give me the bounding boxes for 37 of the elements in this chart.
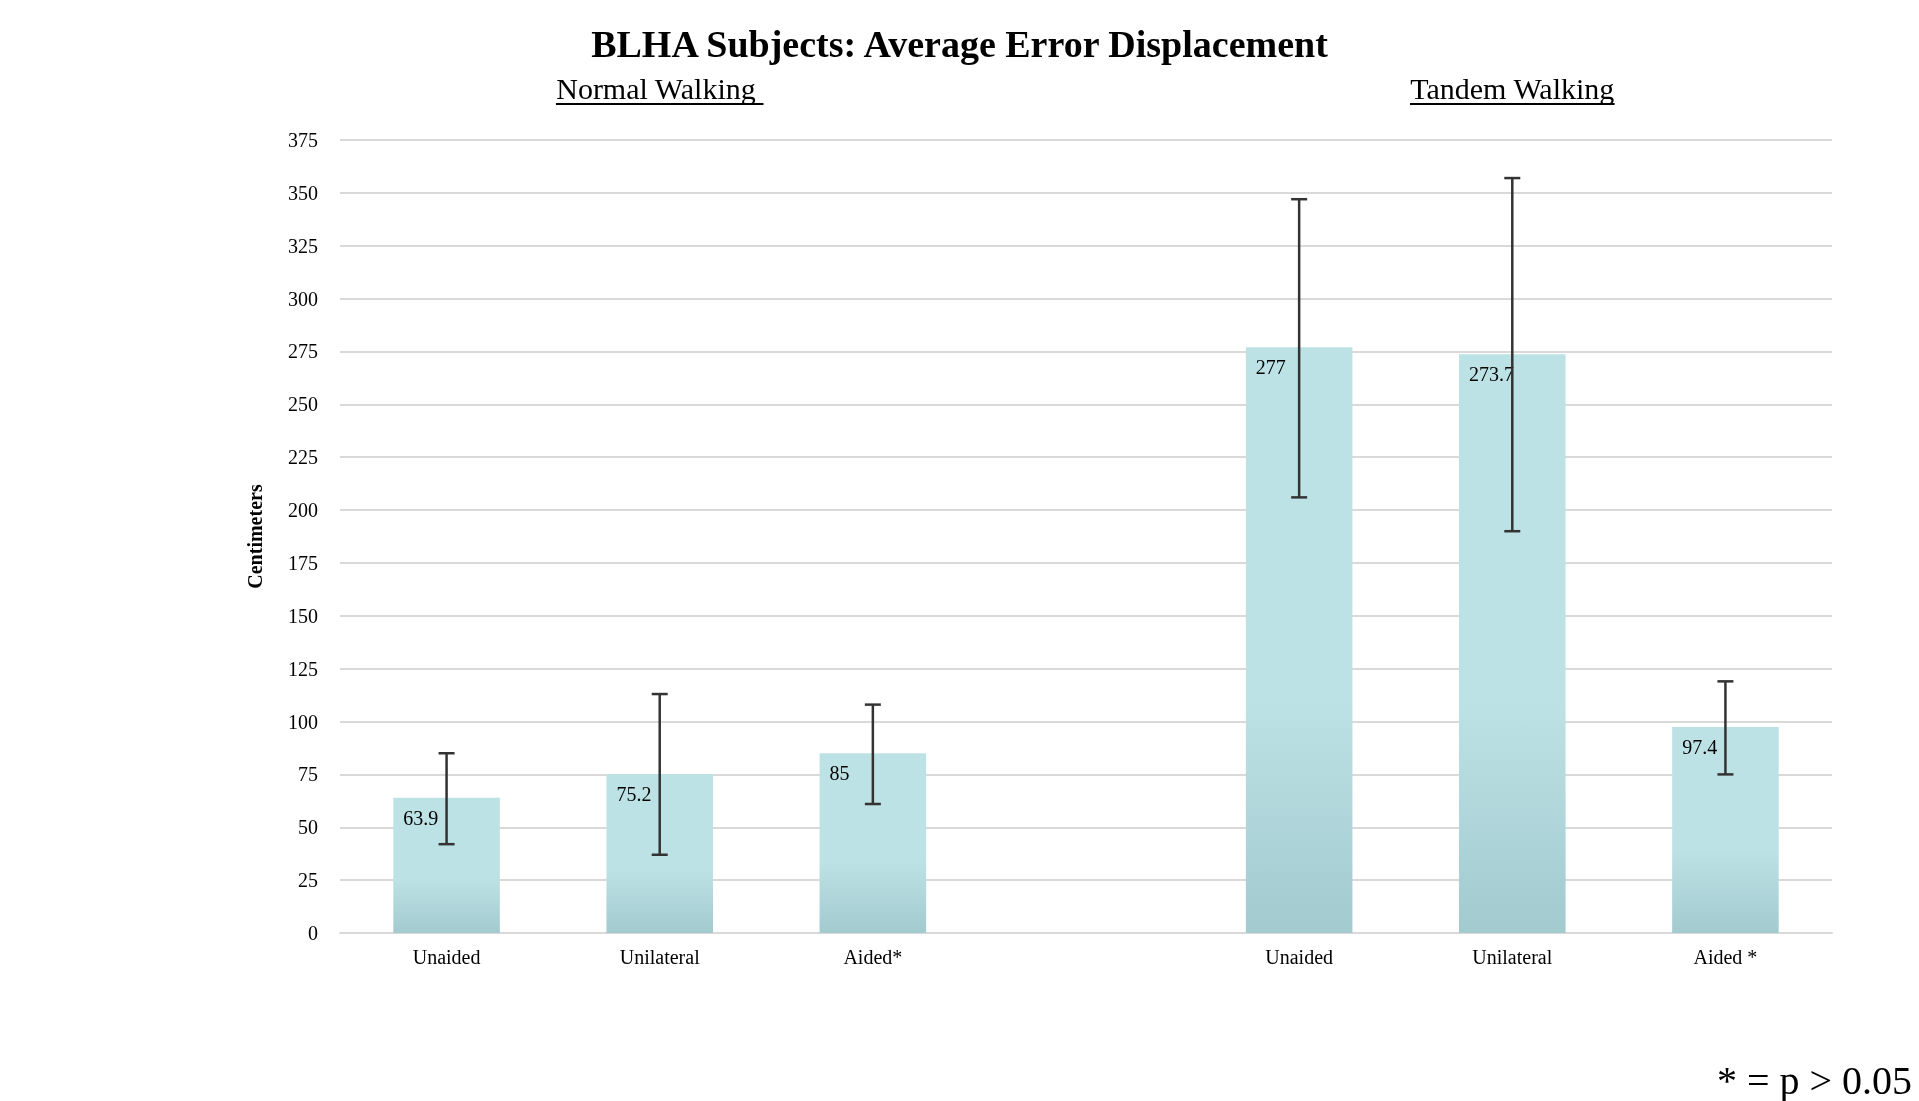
y-tick-label: 375 [288,129,318,151]
data-label: 97.4 [1682,736,1718,759]
x-tick-label: Unaided [1265,946,1334,968]
y-tick-label: 325 [288,234,318,257]
data-label: 277 [1255,356,1286,379]
text: Tandem Walking [1410,71,1615,105]
y-tick-label: 50 [298,816,318,839]
data-label: 75.2 [616,782,652,805]
y-tick-label: 225 [288,446,318,469]
bar [393,797,500,933]
y-tick-label: 150 [288,604,318,627]
y-tick-label: 100 [288,710,318,733]
text: Normal Walking [556,71,764,105]
y-tick-label: 250 [288,393,318,416]
data-label: 63.9 [403,806,439,829]
y-tick-label: 75 [298,763,318,786]
bar [819,753,927,933]
bar [1459,354,1566,933]
y-axis-title: Centimeters [244,484,266,589]
bar [606,773,713,933]
y-tick-label: 350 [288,181,318,204]
chart-title: BLHA Subjects: Average Error Displacement [591,23,1329,65]
y-tick-label: 175 [288,551,318,574]
x-tick-label: Unilateral [1472,946,1553,968]
y-tick-label: 25 [298,869,318,892]
data-label: 85 [829,762,850,785]
bar [1245,347,1353,933]
bar [1672,727,1779,933]
x-tick-label: Unilateral [619,946,701,968]
y-tick-label: 0 [308,922,318,944]
y-tick-label: 300 [288,287,318,310]
x-tick-label: Aided* [843,946,903,968]
y-tick-label: 275 [288,340,318,363]
x-tick-label: Unaided [412,946,481,968]
x-tick-label: Aided * [1693,946,1758,968]
y-tick-label: 125 [288,657,318,680]
y-tick-label: 200 [288,499,318,522]
